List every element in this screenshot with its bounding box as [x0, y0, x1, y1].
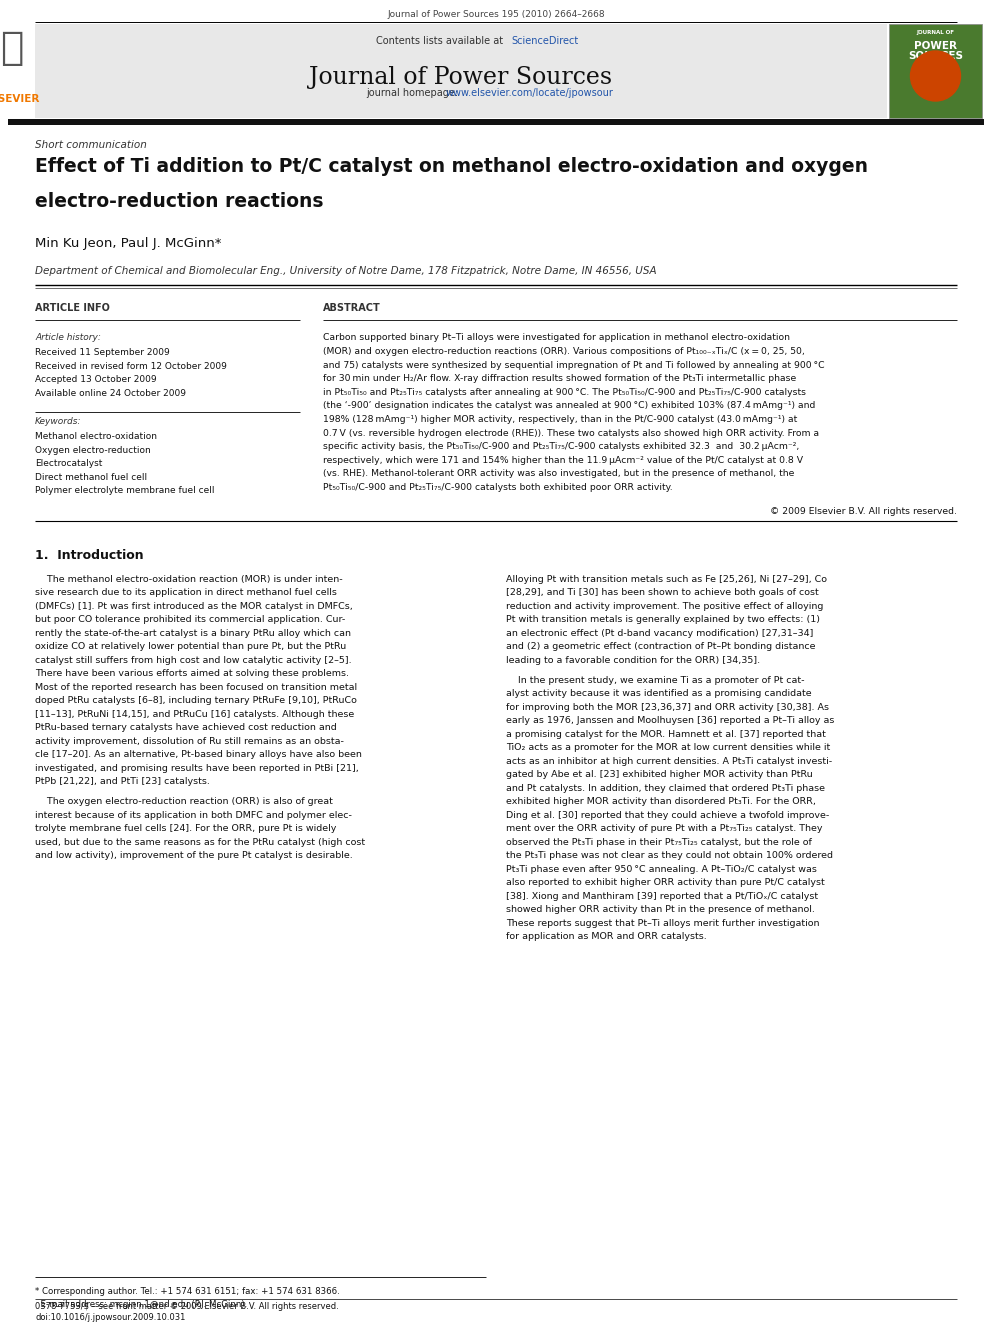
Bar: [35, 24, 887, 118]
Text: an electronic effect (Pt d-band vacancy modification) [27,31–34]: an electronic effect (Pt d-band vacancy …: [506, 628, 813, 638]
Text: These reports suggest that Pt–Ti alloys merit further investigation: These reports suggest that Pt–Ti alloys …: [506, 919, 819, 927]
Text: (MOR) and oxygen electro-reduction reactions (ORR). Various compositions of Pt₁₀: (MOR) and oxygen electro-reduction react…: [323, 347, 805, 356]
Text: Received in revised form 12 October 2009: Received in revised form 12 October 2009: [35, 363, 227, 370]
Text: electro-reduction reactions: electro-reduction reactions: [35, 193, 323, 212]
Text: alyst activity because it was identified as a promising candidate: alyst activity because it was identified…: [506, 689, 811, 699]
Text: ARTICLE INFO: ARTICLE INFO: [35, 303, 110, 314]
Text: [28,29], and Ti [30] has been shown to achieve both goals of cost: [28,29], and Ti [30] has been shown to a…: [506, 589, 818, 597]
Text: doped PtRu catalysts [6–8], including ternary PtRuFe [9,10], PtRuCo: doped PtRu catalysts [6–8], including te…: [35, 696, 357, 705]
Text: early as 1976, Janssen and Moolhuysen [36] reported a Pt–Ti alloy as: early as 1976, Janssen and Moolhuysen [3…: [506, 717, 834, 725]
Text: leading to a favorable condition for the ORR) [34,35].: leading to a favorable condition for the…: [506, 656, 760, 664]
Text: The methanol electro-oxidation reaction (MOR) is under inten-: The methanol electro-oxidation reaction …: [35, 574, 342, 583]
Text: Journal of Power Sources 195 (2010) 2664–2668: Journal of Power Sources 195 (2010) 2664…: [387, 11, 605, 19]
Text: trolyte membrane fuel cells [24]. For the ORR, pure Pt is widely: trolyte membrane fuel cells [24]. For th…: [35, 824, 336, 833]
Text: 0.7 V (vs. reversible hydrogen electrode (RHE)). These two catalysts also showed: 0.7 V (vs. reversible hydrogen electrode…: [323, 429, 819, 438]
Text: observed the Pt₃Ti phase in their Pt₇₅Ti₂₅ catalyst, but the role of: observed the Pt₃Ti phase in their Pt₇₅Ti…: [506, 837, 811, 847]
Text: a promising catalyst for the MOR. Hamnett et al. [37] reported that: a promising catalyst for the MOR. Hamnet…: [506, 730, 826, 740]
Text: cle [17–20]. As an alternative, Pt-based binary alloys have also been: cle [17–20]. As an alternative, Pt-based…: [35, 750, 362, 759]
Text: 1.  Introduction: 1. Introduction: [35, 549, 144, 562]
Text: for application as MOR and ORR catalysts.: for application as MOR and ORR catalysts…: [506, 933, 706, 942]
Text: journal homepage:: journal homepage:: [366, 89, 461, 98]
Text: Pt with transition metals is generally explained by two effects: (1): Pt with transition metals is generally e…: [506, 615, 820, 624]
Bar: [8, 119, 984, 126]
Text: and low activity), improvement of the pure Pt catalyst is desirable.: and low activity), improvement of the pu…: [35, 852, 353, 860]
Text: ment over the ORR activity of pure Pt with a Pt₇₅Ti₂₅ catalyst. They: ment over the ORR activity of pure Pt wi…: [506, 824, 822, 833]
Text: POWER
SOURCES: POWER SOURCES: [908, 41, 963, 61]
Text: for improving both the MOR [23,36,37] and ORR activity [30,38]. As: for improving both the MOR [23,36,37] an…: [506, 703, 829, 712]
Text: JOURNAL OF: JOURNAL OF: [917, 30, 954, 34]
Bar: [889, 24, 982, 118]
Text: PtRu-based ternary catalysts have achieved cost reduction and: PtRu-based ternary catalysts have achiev…: [35, 724, 336, 732]
Text: and (2) a geometric effect (contraction of Pt–Pt bonding distance: and (2) a geometric effect (contraction …: [506, 642, 815, 651]
Text: Min Ku Jeon, Paul J. McGinn*: Min Ku Jeon, Paul J. McGinn*: [35, 238, 221, 250]
Text: Effect of Ti addition to Pt/C catalyst on methanol electro-oxidation and oxygen: Effect of Ti addition to Pt/C catalyst o…: [35, 157, 868, 176]
Text: Methanol electro-oxidation: Methanol electro-oxidation: [35, 433, 157, 442]
Text: Contents lists available at: Contents lists available at: [376, 36, 506, 46]
Text: but poor CO tolerance prohibited its commercial application. Cur-: but poor CO tolerance prohibited its com…: [35, 615, 345, 624]
Text: ScienceDirect: ScienceDirect: [511, 36, 578, 46]
Text: PtPb [21,22], and PtTi [23] catalysts.: PtPb [21,22], and PtTi [23] catalysts.: [35, 777, 210, 786]
Text: Oxygen electro-reduction: Oxygen electro-reduction: [35, 446, 151, 455]
Text: acts as an inhibitor at high current densities. A Pt₃Ti catalyst investi-: acts as an inhibitor at high current den…: [506, 757, 832, 766]
Text: catalyst still suffers from high cost and low catalytic activity [2–5].: catalyst still suffers from high cost an…: [35, 656, 351, 664]
Text: exhibited higher MOR activity than disordered Pt₃Ti. For the ORR,: exhibited higher MOR activity than disor…: [506, 798, 815, 807]
Text: specific activity basis, the Pt₅₀Ti₅₀/C-900 and Pt₂₅Ti₇₅/C-900 catalysts exhibit: specific activity basis, the Pt₅₀Ti₅₀/C-…: [323, 442, 800, 451]
Text: Accepted 13 October 2009: Accepted 13 October 2009: [35, 376, 157, 385]
Text: Pt₅₀Ti₅₀/C-900 and Pt₂₅Ti₇₅/C-900 catalysts both exhibited poor ORR activity.: Pt₅₀Ti₅₀/C-900 and Pt₂₅Ti₇₅/C-900 cataly…: [323, 483, 673, 492]
Text: ELSEVIER: ELSEVIER: [0, 94, 40, 105]
Text: 198% (128 mAmg⁻¹) higher MOR activity, respectively, than in the Pt/C-900 cataly: 198% (128 mAmg⁻¹) higher MOR activity, r…: [323, 415, 798, 425]
Text: respectively, which were 171 and 154% higher than the 11.9 μAcm⁻² value of the P: respectively, which were 171 and 154% hi…: [323, 456, 804, 464]
Text: Electrocatalyst: Electrocatalyst: [35, 459, 102, 468]
Text: Available online 24 October 2009: Available online 24 October 2009: [35, 389, 186, 398]
Text: Ding et al. [30] reported that they could achieve a twofold improve-: Ding et al. [30] reported that they coul…: [506, 811, 829, 820]
Circle shape: [911, 52, 960, 101]
Text: Pt₃Ti phase even after 950 °C annealing. A Pt–TiO₂/C catalyst was: Pt₃Ti phase even after 950 °C annealing.…: [506, 865, 816, 875]
Text: In the present study, we examine Ti as a promoter of Pt cat-: In the present study, we examine Ti as a…: [506, 676, 805, 685]
Text: and Pt catalysts. In addition, they claimed that ordered Pt₃Ti phase: and Pt catalysts. In addition, they clai…: [506, 785, 825, 792]
Text: Journal of Power Sources: Journal of Power Sources: [310, 66, 613, 89]
Text: Alloying Pt with transition metals such as Fe [25,26], Ni [27–29], Co: Alloying Pt with transition metals such …: [506, 574, 827, 583]
Text: used, but due to the same reasons as for the PtRu catalyst (high cost: used, but due to the same reasons as for…: [35, 837, 365, 847]
Text: * Corresponding author. Tel.: +1 574 631 6151; fax: +1 574 631 8366.: * Corresponding author. Tel.: +1 574 631…: [35, 1287, 339, 1297]
Text: © 2009 Elsevier B.V. All rights reserved.: © 2009 Elsevier B.V. All rights reserved…: [770, 507, 957, 516]
Text: (DMFCs) [1]. Pt was first introduced as the MOR catalyst in DMFCs,: (DMFCs) [1]. Pt was first introduced as …: [35, 602, 353, 611]
Text: Polymer electrolyte membrane fuel cell: Polymer electrolyte membrane fuel cell: [35, 487, 214, 496]
Text: www.elsevier.com/locate/jpowsour: www.elsevier.com/locate/jpowsour: [446, 89, 614, 98]
Text: (the ‘-900’ designation indicates the catalyst was annealed at 900 °C) exhibited: (the ‘-900’ designation indicates the ca…: [323, 401, 815, 410]
Text: investigated, and promising results have been reported in PtBi [21],: investigated, and promising results have…: [35, 763, 359, 773]
Text: There have been various efforts aimed at solving these problems.: There have been various efforts aimed at…: [35, 669, 349, 679]
Text: Keywords:: Keywords:: [35, 418, 81, 426]
Text: sive research due to its application in direct methanol fuel cells: sive research due to its application in …: [35, 589, 337, 597]
Text: [11–13], PtRuNi [14,15], and PtRuCu [16] catalysts. Although these: [11–13], PtRuNi [14,15], and PtRuCu [16]…: [35, 709, 354, 718]
Text: E-mail address: mcginn.1@nd.edu (P.J. McGinn).: E-mail address: mcginn.1@nd.edu (P.J. Mc…: [35, 1301, 247, 1308]
Text: and 75) catalysts were synthesized by sequential impregnation of Pt and Ti follo: and 75) catalysts were synthesized by se…: [323, 361, 824, 369]
Text: for 30 min under H₂/Ar flow. X-ray diffraction results showed formation of the P: for 30 min under H₂/Ar flow. X-ray diffr…: [323, 374, 797, 384]
Text: rently the state-of-the-art catalyst is a binary PtRu alloy which can: rently the state-of-the-art catalyst is …: [35, 628, 351, 638]
Text: Direct methanol fuel cell: Direct methanol fuel cell: [35, 474, 147, 482]
Text: gated by Abe et al. [23] exhibited higher MOR activity than PtRu: gated by Abe et al. [23] exhibited highe…: [506, 770, 812, 779]
Text: oxidize CO at relatively lower potential than pure Pt, but the PtRu: oxidize CO at relatively lower potential…: [35, 642, 346, 651]
Text: (vs. RHE). Methanol-tolerant ORR activity was also investigated, but in the pres: (vs. RHE). Methanol-tolerant ORR activit…: [323, 470, 795, 479]
Text: Article history:: Article history:: [35, 333, 101, 343]
Text: activity improvement, dissolution of Ru still remains as an obsta-: activity improvement, dissolution of Ru …: [35, 737, 344, 746]
Text: in Pt₅₀Ti₅₀ and Pt₂₅Ti₇₅ catalysts after annealing at 900 °C. The Pt₅₀Ti₅₀/C-900: in Pt₅₀Ti₅₀ and Pt₂₅Ti₇₅ catalysts after…: [323, 388, 806, 397]
Text: [38]. Xiong and Manthiram [39] reported that a Pt/TiOₓ/C catalyst: [38]. Xiong and Manthiram [39] reported …: [506, 892, 818, 901]
Text: Received 11 September 2009: Received 11 September 2009: [35, 348, 170, 357]
Text: 🌳: 🌳: [0, 29, 24, 67]
Text: Department of Chemical and Biomolecular Eng., University of Notre Dame, 178 Fitz: Department of Chemical and Biomolecular …: [35, 266, 657, 275]
Text: The oxygen electro-reduction reaction (ORR) is also of great: The oxygen electro-reduction reaction (O…: [35, 798, 333, 807]
Text: doi:10.1016/j.jpowsour.2009.10.031: doi:10.1016/j.jpowsour.2009.10.031: [35, 1312, 186, 1322]
Text: reduction and activity improvement. The positive effect of alloying: reduction and activity improvement. The …: [506, 602, 823, 611]
Text: Carbon supported binary Pt–Ti alloys were investigated for application in methan: Carbon supported binary Pt–Ti alloys wer…: [323, 333, 790, 343]
Text: showed higher ORR activity than Pt in the presence of methanol.: showed higher ORR activity than Pt in th…: [506, 905, 814, 914]
Text: TiO₂ acts as a promoter for the MOR at low current densities while it: TiO₂ acts as a promoter for the MOR at l…: [506, 744, 830, 753]
Text: also reported to exhibit higher ORR activity than pure Pt/C catalyst: also reported to exhibit higher ORR acti…: [506, 878, 824, 888]
Text: interest because of its application in both DMFC and polymer elec-: interest because of its application in b…: [35, 811, 352, 820]
Text: ABSTRACT: ABSTRACT: [323, 303, 381, 314]
Text: 0378-7753/$ – see front matter © 2009 Elsevier B.V. All rights reserved.: 0378-7753/$ – see front matter © 2009 El…: [35, 1302, 338, 1311]
Text: Most of the reported research has been focused on transition metal: Most of the reported research has been f…: [35, 683, 357, 692]
Text: Short communication: Short communication: [35, 139, 147, 149]
Text: the Pt₃Ti phase was not clear as they could not obtain 100% ordered: the Pt₃Ti phase was not clear as they co…: [506, 852, 833, 860]
